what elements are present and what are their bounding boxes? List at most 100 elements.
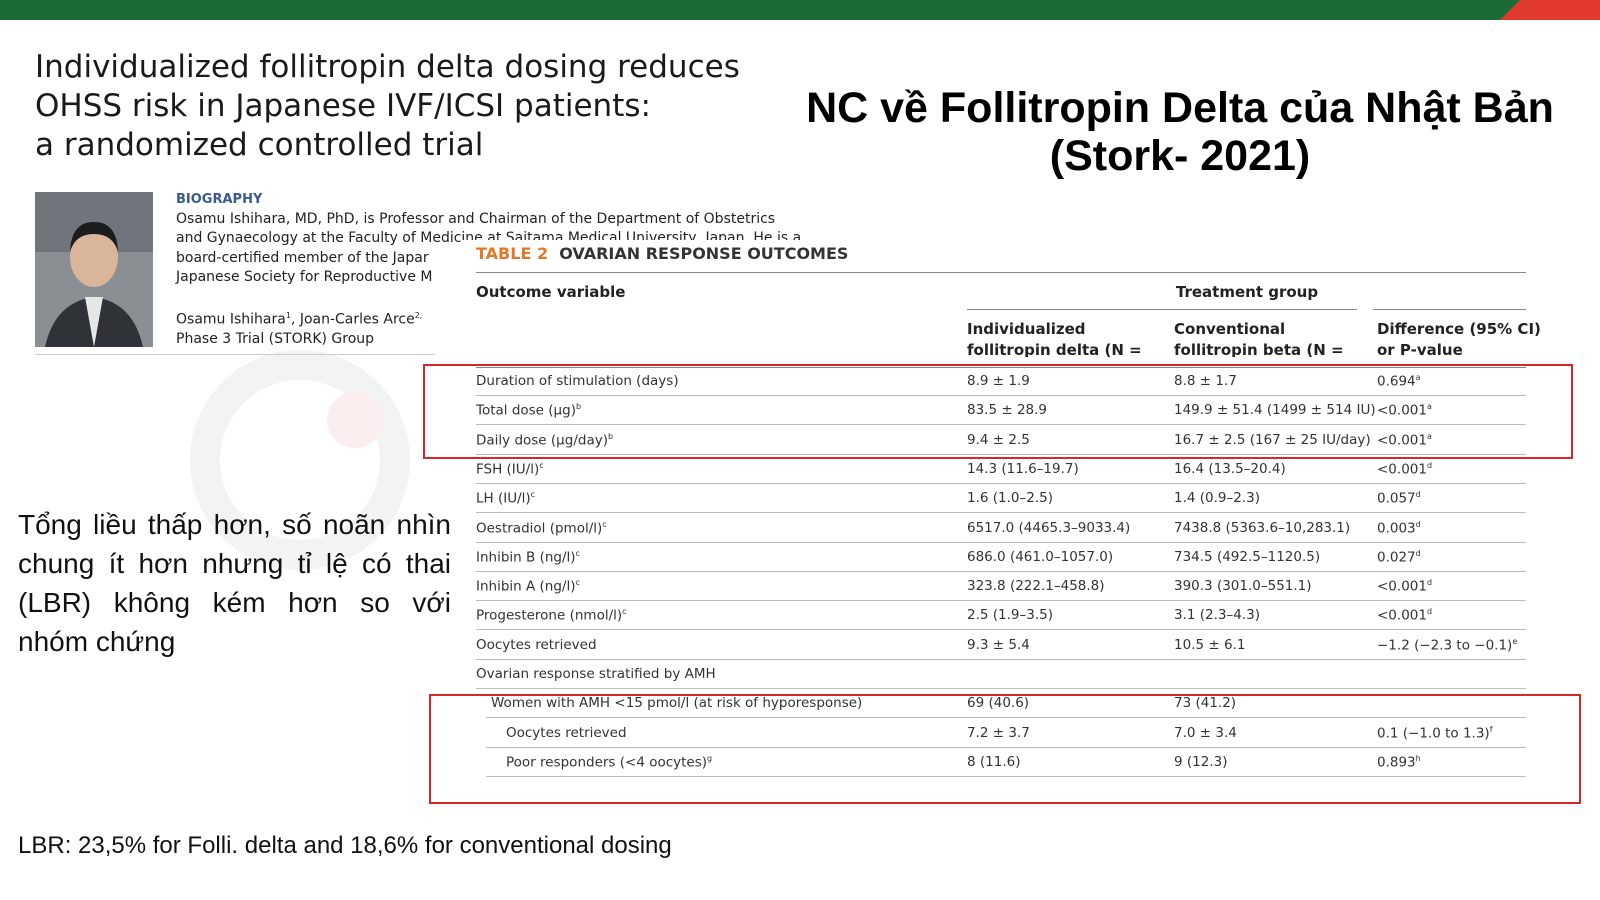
table-cell: 83.5 ± 28.9	[967, 402, 1047, 418]
cell-text: 8.8 ± 1.7	[1174, 373, 1237, 389]
bio-rule	[35, 354, 435, 355]
cell-text: Women with AMH <15 pmol/l (at risk of hy…	[491, 695, 863, 712]
footnote: LBR: 23,5% for Folli. delta and 18,6% fo…	[18, 832, 672, 859]
row-rule	[476, 688, 1526, 689]
cell-sup: c	[602, 519, 607, 529]
row-rule	[476, 541, 1526, 543]
table-cell: 0.057d	[1377, 490, 1421, 507]
row-rule	[476, 658, 1526, 660]
paper-title-line: Individualized follitropin delta dosing …	[35, 49, 740, 85]
table-cell: 2.5 (1.9–3.5)	[967, 607, 1053, 623]
cell-sup: c	[575, 578, 580, 588]
table-cell: Inhibin A (ng/l)c	[476, 578, 580, 595]
cell-sup: c	[539, 460, 544, 470]
slide-title-line: NC về Follitropin Delta của Nhật Bản	[806, 84, 1554, 132]
table-cell: 8.9 ± 1.9	[967, 373, 1030, 389]
row-rule	[476, 570, 1526, 572]
author-sup: 2,	[414, 310, 423, 320]
row-rule	[476, 482, 1526, 484]
rule	[967, 309, 1357, 310]
table-cell: 16.7 ± 2.5 (167 ± 25 IU/day)	[1174, 432, 1371, 448]
cell-text: <0.001	[1377, 607, 1427, 624]
cell-text: 0.027	[1377, 549, 1416, 566]
authors: Osamu Ishihara1, Joan-Carles Arce2,	[176, 306, 801, 330]
cell-text: Oocytes retrieved	[476, 636, 597, 653]
table-cell: 3.1 (2.3–4.3)	[1174, 607, 1260, 623]
rule	[1373, 309, 1526, 310]
cell-text: Duration of stimulation (days)	[476, 373, 679, 389]
cell-text: <0.001	[1377, 432, 1427, 449]
table-title: OVARIAN RESPONSE OUTCOMES	[559, 244, 849, 263]
paper-title-line: a randomized controlled trial	[35, 127, 484, 163]
table-cell: LH (IU/l)c	[476, 490, 535, 507]
paper-title-line: OHSS risk in Japanese IVF/ICSI patients:	[35, 88, 651, 124]
cell-text: 14.3 (11.6–19.7)	[967, 460, 1079, 477]
row-rule	[476, 453, 1526, 455]
cell-text: 3.1 (2.3–4.3)	[1174, 607, 1260, 624]
cell-text: 734.5 (492.5–1120.5)	[1174, 548, 1321, 565]
cell-text: 10.5 ± 6.1	[1174, 636, 1246, 653]
row-rule	[476, 512, 1526, 514]
table-cell: 16.4 (13.5–20.4)	[1174, 461, 1286, 477]
cell-text: <0.001	[1377, 461, 1427, 478]
cell-text: 83.5 ± 28.9	[967, 402, 1048, 419]
cell-text: 7438.8 (5363.6–10,283.1)	[1174, 519, 1351, 536]
bio-line: Japanese Society for Reproductive M	[176, 269, 433, 285]
table-cell: −1.2 (−2.3 to −0.1)e	[1377, 637, 1517, 654]
row-rule	[486, 775, 1526, 777]
cell-text: FSH (IU/l)	[476, 461, 540, 478]
row-rule	[476, 395, 1526, 396]
cell-text: Oestradiol (pmol/l)	[476, 520, 603, 536]
cell-sup: g	[707, 753, 713, 763]
table-cell: 0.893h	[1377, 754, 1421, 771]
author: Osamu Ishihara	[176, 311, 286, 328]
cell-text: <0.001	[1377, 402, 1427, 419]
cell-text: 2.5 (1.9–3.5)	[967, 607, 1053, 624]
table-cell: 7438.8 (5363.6–10,283.1)	[1174, 520, 1350, 536]
table-cell: 6517.0 (4465.3–9033.4)	[967, 520, 1130, 536]
cell-text: 1.4 (0.9–2.3)	[1174, 490, 1260, 507]
cell-sup: c	[575, 548, 580, 558]
rule	[476, 367, 1526, 368]
cell-text: 686.0 (461.0–1057.0)	[967, 548, 1114, 565]
cell-sup: h	[1415, 753, 1421, 763]
cell-text: 0.057	[1377, 490, 1416, 507]
bio-group: Phase 3 Trial (STORK) Group	[176, 330, 375, 347]
bio-line: board-certified member of the Japar	[176, 249, 429, 266]
table-cell: 73 (41.2)	[1174, 695, 1236, 711]
header-cell: Individualized follitropin delta (N = 17…	[967, 320, 1142, 357]
table-cell: 149.9 ± 51.4 (1499 ± 514 IU)	[1174, 402, 1376, 418]
cell-sup: a	[1426, 431, 1432, 441]
table-cell: FSH (IU/l)c	[476, 461, 544, 478]
cell-text: 9.3 ± 5.4	[967, 636, 1030, 653]
cell-text: LH (IU/l)	[476, 490, 531, 507]
table-cell: Duration of stimulation (days)	[476, 373, 679, 389]
cell-text: −1.2 (−2.3 to −0.1)	[1377, 637, 1513, 654]
cell-text: 8.9 ± 1.9	[967, 373, 1030, 389]
cell-sup: f	[1489, 724, 1493, 734]
header-cell: Treatment group	[1175, 283, 1319, 301]
cell-text: Daily dose (µg/day)	[476, 432, 608, 449]
header-cell: Conventional follitropin beta (N = 177)	[1174, 320, 1344, 357]
cell-text: <0.001	[1377, 578, 1427, 595]
bio-line: Osamu Ishihara, MD, PhD, is Professor an…	[176, 210, 776, 227]
cell-text: Total dose (µg)	[476, 402, 576, 419]
cell-text: 6517.0 (4465.3–9033.4)	[967, 519, 1131, 536]
highlight-box	[429, 694, 1581, 804]
table-cell: 686.0 (461.0–1057.0)	[967, 549, 1113, 565]
cell-sup: d	[1415, 548, 1421, 558]
cell-text: 7.2 ± 3.7	[967, 724, 1030, 741]
cell-sup: e	[1512, 636, 1518, 646]
table-cell: 8 (11.6)	[967, 754, 1020, 770]
header-cell: Outcome variable	[476, 283, 626, 301]
table-cell: 10.5 ± 6.1	[1174, 637, 1245, 653]
cell-sup: a	[1426, 402, 1432, 412]
table-cell: 1.4 (0.9–2.3)	[1174, 490, 1260, 506]
table-cell: Oocytes retrieved	[476, 637, 597, 653]
table-cell: 323.8 (222.1–458.8)	[967, 578, 1105, 594]
table-cell: <0.001d	[1377, 461, 1432, 478]
cell-text: 0.1 (−1.0 to 1.3)	[1377, 725, 1490, 742]
table-cell: Daily dose (µg/day)b	[476, 432, 613, 449]
cell-text: 0.893	[1377, 754, 1416, 771]
